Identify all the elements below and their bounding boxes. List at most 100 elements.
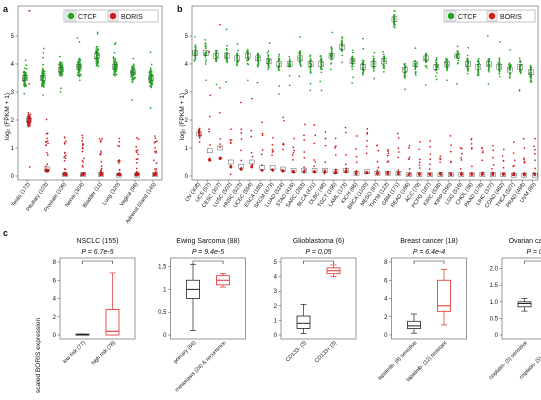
ctcf-point [204,42,207,45]
ctcf-median-box [517,64,523,70]
ctcf-median-box [402,66,408,73]
ctcf-point [23,92,26,95]
boris-point [44,144,47,147]
ctcf-point [498,57,501,59]
x-tick-label: low risk (77) [62,340,87,365]
boris-point [272,150,274,153]
ctcf-point [476,60,479,63]
ctcf-point [113,51,116,54]
ctcf-point [150,86,153,89]
boris-point [344,126,347,129]
ctcf-point [299,56,302,58]
boris-point [377,149,380,152]
boris-point [334,147,336,149]
y-tick-label: 0 [495,333,499,339]
boris-point [230,139,233,141]
ctcf-point [25,64,27,67]
ctcf-point [382,71,385,73]
boris-median-box [416,172,423,177]
boris-point [408,168,411,170]
boris-point [155,150,158,152]
box-iqr [517,301,532,308]
ctcf-point [58,55,61,58]
ctcf-point [42,47,45,50]
boris-point [450,144,452,146]
ctcf-point [95,47,98,49]
ctcf-point [382,53,385,56]
boris-point [449,135,452,137]
ctcf-point [131,81,134,84]
ctcf-median-box [349,58,356,64]
ctcf-point [40,83,43,85]
ctcf-point [351,82,353,84]
ctcf-point [498,68,501,71]
ctcf-point [42,56,44,59]
boris-point [250,151,253,154]
boris-point [397,147,400,150]
ctcf-point [330,58,332,61]
boris-point [81,137,84,139]
ctcf-point [351,63,354,66]
boris-point [355,172,358,175]
ctcf-point [59,63,62,65]
boris-point [28,124,31,126]
ctcf-point [477,69,480,72]
boris-point [313,165,315,168]
boris-point [99,173,101,176]
box-panel-pvalue: P = 0.01 [526,249,541,256]
ctcf-point [320,60,323,63]
ctcf-point [341,61,343,64]
boris-point [155,168,158,170]
ctcf-point [331,49,333,51]
y-tick-label: 4 [185,62,189,68]
ctcf-point [425,67,428,69]
boris-point [208,128,210,130]
boris-point [118,174,120,177]
boris-point [27,121,30,124]
y-tick-label: 1 [11,146,15,152]
boris-median-box [364,169,370,175]
boris-point [303,139,306,141]
boris-point [98,138,101,140]
boris-point [282,116,285,119]
box-panel-pvalue: P = 6.4e-4 [413,249,445,256]
boris-median-box [196,131,202,137]
ctcf-point [477,61,480,64]
boris-point [408,172,411,175]
y-tick-label: 8 [53,260,57,266]
ctcf-point [267,66,270,69]
boris-median-box [521,172,527,178]
ctcf-point [257,65,259,68]
boris-point [135,145,138,148]
ctcf-point [78,57,81,60]
ctcf-median-box [255,55,261,62]
boris-point [282,143,285,146]
boris-point [46,137,48,140]
boris-point [198,127,201,130]
boris-point [46,151,48,154]
ctcf-median-box [276,61,282,67]
ctcf-point [113,63,116,65]
ctcf-point [352,60,355,63]
ctcf-point [404,70,407,72]
ctcf-point [466,61,469,64]
box-panel-pvalue: P = 9.4e-5 [192,249,224,256]
boris-point [428,168,431,170]
ctcf-point [194,57,197,60]
boris-median-box [301,168,307,173]
ctcf-point [404,88,406,91]
boris-point [198,129,200,132]
boris-median-box [62,172,68,177]
boris-median-box [227,159,234,165]
ctcf-point [467,46,470,49]
boris-point [345,154,347,156]
ctcf-point [131,76,134,79]
boris-point [209,144,211,146]
ctcf-point [59,91,62,93]
boris-point [64,168,67,171]
boris-point [28,83,31,85]
box-panel-frame [391,257,467,340]
y-tick-label: 3 [185,90,189,96]
ctcf-point [299,36,302,38]
ctcf-point [457,59,460,62]
